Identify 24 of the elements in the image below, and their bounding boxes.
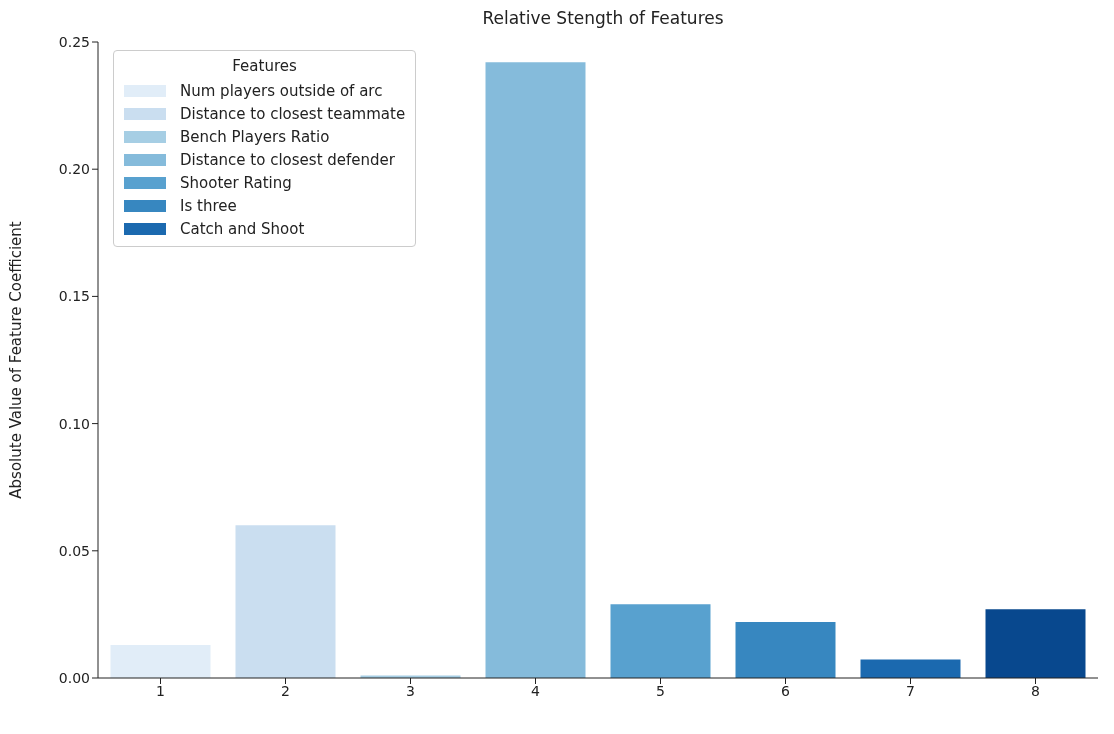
y-tick-label: 0.10 — [58, 415, 90, 432]
x-tick-label: 1 — [156, 682, 165, 699]
x-tick-label: 3 — [406, 682, 415, 699]
y-tick-label: 0.25 — [58, 33, 90, 50]
legend-label: Is three — [180, 196, 237, 215]
y-tick-label: 0.20 — [58, 161, 90, 178]
chart-title: Relative Stength of Features — [481, 8, 725, 28]
x-tick-label: 6 — [781, 682, 791, 699]
y-tick-label: 0.15 — [58, 288, 90, 305]
legend-label: Catch and Shoot — [180, 219, 305, 238]
y-tick-label: 0.00 — [58, 669, 90, 686]
x-tick-label: 2 — [281, 682, 290, 699]
legend-title: Features — [231, 57, 298, 75]
legend-label: Bench Players Ratio — [180, 127, 330, 146]
x-tick-label: 5 — [656, 682, 665, 699]
legend-label: Distance to closest teammate — [180, 104, 406, 123]
y-tick-label: 0.05 — [58, 542, 90, 559]
legend-label: Distance to closest defender — [180, 150, 395, 169]
x-tick-label: 8 — [1031, 682, 1040, 699]
y-axis-title: Absolute Value of Feature Coefficient — [7, 221, 26, 499]
x-tick-label: 4 — [531, 682, 541, 699]
legend-label: Num players outside of arc — [180, 81, 383, 100]
legend-label: Shooter Rating — [180, 173, 292, 192]
x-tick-label: 7 — [906, 682, 915, 699]
